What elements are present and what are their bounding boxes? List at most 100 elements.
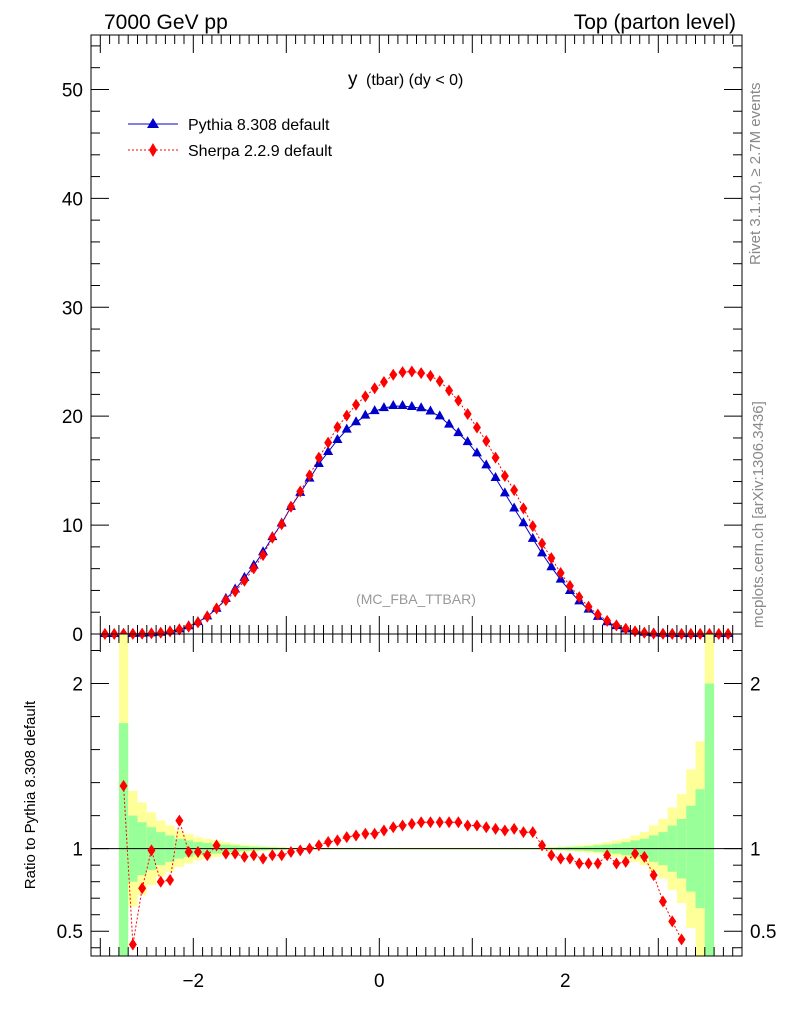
pythia-point	[509, 502, 520, 512]
ratio-y-tick-label-right: 2	[750, 675, 761, 696]
sherpa-point	[528, 520, 537, 533]
ratio-sherpa-point	[370, 827, 379, 840]
pythia-point	[546, 561, 557, 571]
pythia-point	[425, 405, 436, 415]
header-right: Top (parton level)	[574, 11, 736, 34]
sherpa-point	[398, 366, 407, 379]
ratio-sherpa-point	[407, 817, 416, 830]
ratio-sherpa-point	[147, 844, 156, 857]
pythia-point	[332, 434, 343, 444]
sherpa-point	[324, 436, 333, 449]
ratio-sherpa-point	[221, 847, 230, 860]
sherpa-point	[491, 451, 500, 464]
ratio-sherpa-point	[593, 857, 602, 870]
header-left: 7000 GeV pp	[104, 11, 228, 34]
sherpa-point	[240, 574, 249, 587]
sherpa-point	[519, 502, 528, 515]
sherpa-point	[175, 623, 184, 636]
sherpa-point	[249, 562, 258, 575]
ratio-sherpa-point	[212, 839, 221, 852]
sherpa-point	[166, 625, 175, 638]
ratio-sherpa-point	[649, 869, 658, 882]
ratio-sherpa-point	[184, 845, 193, 858]
mcplots-label: mcplots.cern.ch [arXiv:1306.3436]	[750, 401, 767, 628]
pythia-point	[388, 400, 399, 410]
ratio-sherpa-point	[556, 852, 565, 865]
sherpa-point	[565, 579, 574, 592]
ratio-sherpa-point	[519, 826, 528, 839]
ratio-sherpa-point	[510, 822, 519, 835]
pythia-point	[490, 472, 501, 482]
ratio-sherpa-point	[491, 822, 500, 835]
sherpa-point	[500, 469, 509, 482]
pythia-point	[527, 532, 538, 542]
pythia-point	[453, 427, 464, 437]
pythia-point	[444, 418, 455, 428]
pythia-point	[323, 446, 334, 456]
pythia-point	[434, 410, 445, 420]
ratio-sherpa-point	[342, 831, 351, 844]
sherpa-point	[593, 608, 602, 621]
sherpa-point	[556, 567, 565, 580]
sherpa-point	[389, 368, 398, 381]
sherpa-point	[603, 614, 612, 627]
pythia-point	[471, 447, 482, 457]
sherpa-point	[296, 485, 305, 498]
ratio-y-tick-label: 1	[72, 840, 83, 861]
sherpa-point	[426, 369, 435, 382]
ratio-sherpa-point	[305, 842, 314, 855]
ratio-sherpa-point	[463, 819, 472, 832]
ratio-sherpa-point	[612, 857, 621, 870]
ratio-sherpa-point	[314, 839, 323, 852]
ratio-sherpa-point	[482, 821, 491, 834]
ratio-sherpa-point	[286, 845, 295, 858]
sherpa-point	[631, 625, 640, 638]
ratio-sherpa-point	[277, 849, 286, 862]
main-y-tick-label: 20	[62, 407, 83, 428]
main-y-tick-label: 0	[72, 625, 83, 646]
legend: Pythia 8.308 default Sherpa 2.2.9 defaul…	[128, 117, 333, 160]
ratio-y-tick-label: 0.5	[57, 922, 83, 943]
ratio-sherpa-point	[426, 816, 435, 829]
uncertainty-band-green	[118, 723, 129, 956]
legend-pythia-marker	[147, 118, 159, 128]
ratio-sherpa-point	[435, 816, 444, 829]
pythia-point	[462, 436, 473, 446]
main-y-tick-label: 10	[62, 516, 83, 537]
legend-sherpa-label: Sherpa 2.2.9 default	[188, 143, 333, 160]
ratio-sherpa-point	[631, 847, 640, 860]
sherpa-point	[370, 382, 379, 395]
sherpa-point	[352, 398, 361, 411]
main-y-tick-label: 50	[62, 80, 83, 101]
main-y-tick-label: 30	[62, 298, 83, 319]
main-plot-panel: 0 10 20 30 40 50 y (tbar) (dy < 0) (MC_FBA_TT…	[62, 34, 743, 646]
ratio-sherpa-point	[547, 849, 556, 862]
ratio-sherpa-point	[259, 852, 268, 865]
rivet-label: Rivet 3.1.10, ≥ 2.7M events	[747, 83, 764, 266]
plot-title-main: y	[348, 69, 358, 90]
sherpa-point	[221, 594, 230, 607]
plot-title-sub: (tbar) (dy < 0)	[366, 72, 463, 89]
pythia-point	[518, 517, 529, 527]
sherpa-point	[277, 518, 286, 531]
sherpa-point	[231, 585, 240, 598]
ratio-sherpa-point	[398, 819, 407, 832]
sherpa-point	[538, 537, 547, 550]
ratio-plot-frame	[90, 633, 743, 957]
sherpa-point	[510, 484, 519, 497]
ratio-sherpa-point	[603, 849, 612, 862]
ratio-sherpa-point	[296, 844, 305, 857]
pythia-point	[351, 416, 362, 426]
ratio-sherpa-point	[528, 826, 537, 839]
sherpa-point	[268, 531, 277, 544]
pythia-point	[499, 487, 510, 497]
ratio-sherpa-point	[333, 834, 342, 847]
sherpa-point	[203, 610, 212, 623]
ratio-sherpa-point	[119, 779, 128, 792]
ratio-sherpa-point	[166, 874, 175, 887]
ratio-y-axis-label: Ratio to Pythia 8.308 default	[22, 700, 39, 889]
ratio-sherpa-point	[240, 850, 249, 863]
ratio-sherpa-point	[445, 816, 454, 829]
ratio-sherpa-point	[249, 849, 258, 862]
sherpa-point	[333, 421, 342, 434]
